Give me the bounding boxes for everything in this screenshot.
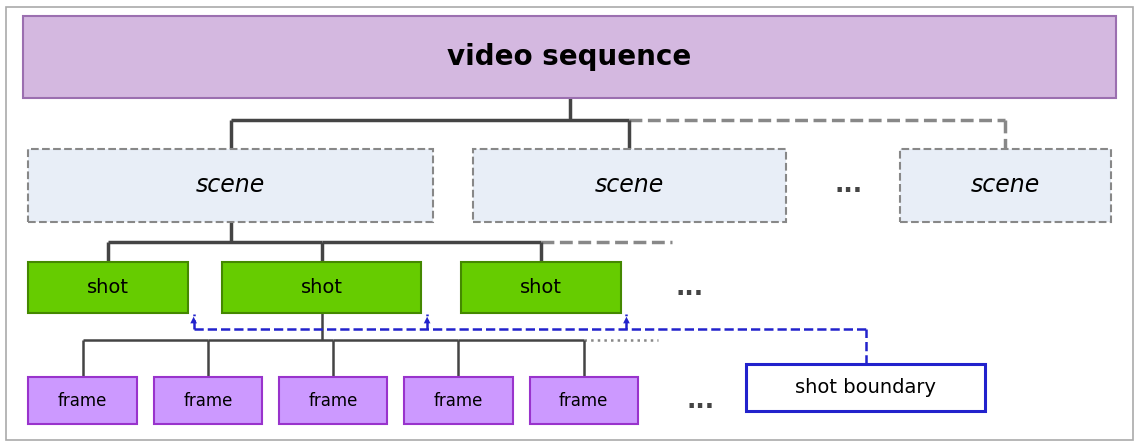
Text: shot: shot xyxy=(521,278,562,297)
Text: ...: ... xyxy=(835,173,862,197)
FancyBboxPatch shape xyxy=(746,364,985,411)
FancyBboxPatch shape xyxy=(404,377,513,424)
Text: frame: frame xyxy=(309,392,358,410)
Text: shot: shot xyxy=(88,278,129,297)
FancyBboxPatch shape xyxy=(6,7,1133,440)
Text: scene: scene xyxy=(595,173,664,198)
Text: video sequence: video sequence xyxy=(448,43,691,71)
Text: scene: scene xyxy=(196,173,265,198)
FancyBboxPatch shape xyxy=(530,377,638,424)
Text: scene: scene xyxy=(970,173,1040,198)
Text: frame: frame xyxy=(58,392,107,410)
Text: frame: frame xyxy=(183,392,232,410)
Text: frame: frame xyxy=(559,392,608,410)
FancyBboxPatch shape xyxy=(28,262,188,313)
FancyBboxPatch shape xyxy=(28,377,137,424)
Text: shot boundary: shot boundary xyxy=(795,378,936,397)
FancyBboxPatch shape xyxy=(461,262,621,313)
FancyBboxPatch shape xyxy=(154,377,262,424)
FancyBboxPatch shape xyxy=(900,149,1111,222)
Text: ...: ... xyxy=(675,276,703,300)
FancyBboxPatch shape xyxy=(279,377,387,424)
FancyBboxPatch shape xyxy=(473,149,786,222)
Text: ...: ... xyxy=(687,389,714,413)
Text: frame: frame xyxy=(434,392,483,410)
FancyBboxPatch shape xyxy=(222,262,421,313)
Text: shot: shot xyxy=(301,278,343,297)
FancyBboxPatch shape xyxy=(28,149,433,222)
FancyBboxPatch shape xyxy=(23,16,1116,98)
